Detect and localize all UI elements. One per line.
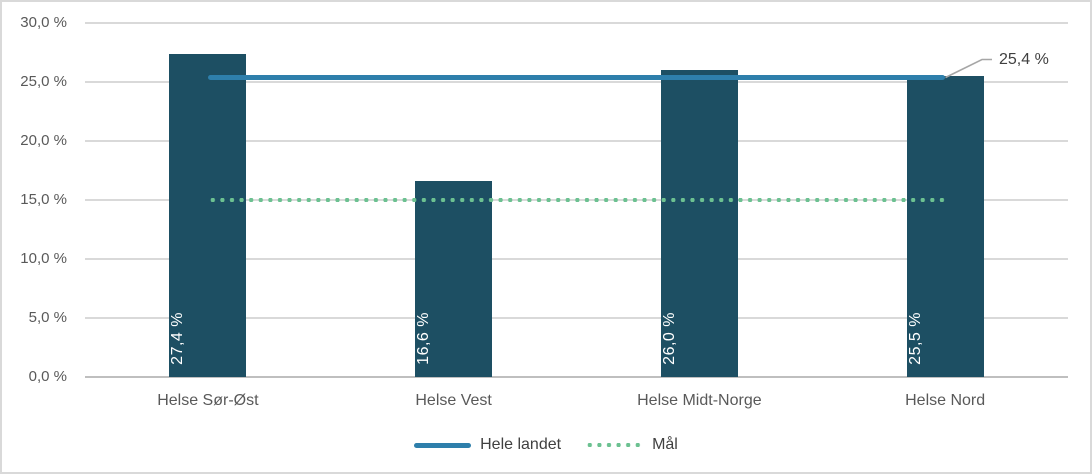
y-tick-label: 20,0 % — [20, 132, 67, 149]
bar: 26,0 % — [660, 70, 738, 377]
y-tick-label: 30,0 % — [20, 14, 67, 31]
gridline — [85, 140, 1068, 142]
y-tick-label: 15,0 % — [20, 191, 67, 208]
gridline — [85, 258, 1068, 260]
legend-item-hele-landet: Hele landet — [414, 436, 561, 454]
bar: 25,5 % — [906, 76, 984, 377]
y-tick-label: 0,0 % — [28, 368, 67, 385]
x-category-label: Helse Midt-Norge — [637, 392, 762, 409]
x-category-label: Helse Sør-Øst — [157, 392, 259, 409]
legend-item-label: Mål — [652, 436, 678, 453]
x-category-label: Helse Nord — [905, 392, 986, 409]
annotation-leader-line — [945, 58, 992, 79]
bar-value-label: 25,5 % — [906, 312, 924, 365]
bar: 16,6 % — [415, 181, 493, 377]
x-axis-line — [85, 376, 1068, 378]
gridline — [85, 317, 1068, 319]
line-annotation-label: 25,4 % — [999, 51, 1049, 68]
x-category-label: Helse Vest — [415, 392, 492, 409]
mal-line — [207, 197, 950, 203]
y-tick-label: 10,0 % — [20, 250, 67, 267]
legend-dotted-line-swatch — [585, 442, 644, 448]
y-tick-label: 5,0 % — [28, 309, 67, 326]
hele-landet-line — [207, 74, 946, 80]
legend-item-mal: Mål — [585, 436, 678, 454]
legend-solid-line-swatch — [414, 442, 472, 448]
gridline — [85, 22, 1068, 24]
y-tick-label: 25,0 % — [20, 73, 67, 90]
legend-item-label: Hele landet — [480, 436, 562, 453]
gridline — [85, 81, 1068, 83]
bar-value-label: 16,6 % — [415, 312, 433, 365]
bar-value-label: 26,0 % — [660, 312, 678, 365]
bar-value-label: 27,4 % — [169, 312, 187, 365]
legend: Hele landet Mål — [0, 434, 1092, 456]
bar: 27,4 % — [169, 53, 247, 377]
